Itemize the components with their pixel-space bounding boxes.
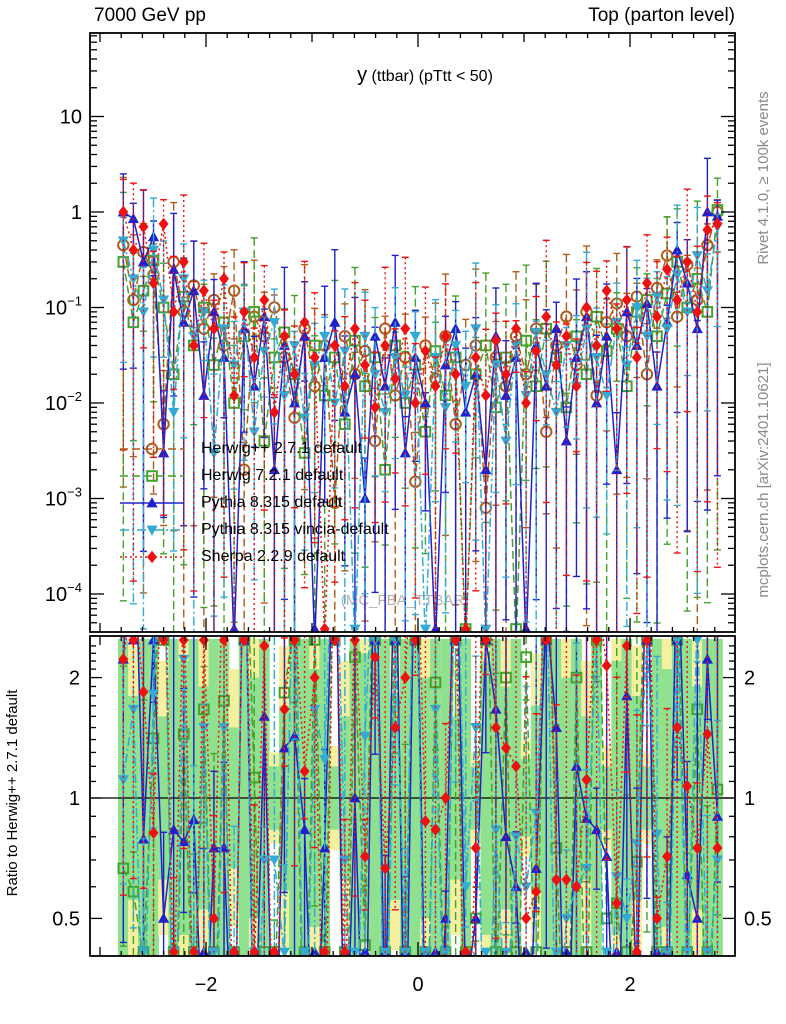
ratio-tick-label-right: 2 <box>744 668 755 690</box>
legend-label: Herwig++ 2.7.1 default <box>201 439 362 457</box>
y-tick-label: 1 <box>71 202 82 224</box>
legend-marker-square-open <box>120 469 184 482</box>
y-tick-label: 10−3 <box>45 485 82 511</box>
plot-title: y (ttbar) (pTtt < 50) <box>357 64 493 87</box>
ratio-axis-label: Ratio to Herwig++ 2.7.1 default <box>4 689 21 897</box>
ratio-tick-label-left: 1 <box>69 788 80 810</box>
x-tick-label: 2 <box>624 974 635 996</box>
side-note-rivet: Rivet 4.1.0, ≥ 100k events <box>755 91 772 264</box>
x-tick-label: −2 <box>195 974 218 996</box>
legend-label: Herwig 7.2.1 default <box>201 466 344 484</box>
header-beam: 7000 GeV pp <box>94 5 206 26</box>
legend-item: Sherpa 2.2.9 default <box>120 543 345 570</box>
ratio-tick-label-left: 2 <box>69 668 80 690</box>
y-tick-label: 10−1 <box>45 294 82 320</box>
legend-marker-circle-open <box>120 442 184 455</box>
series-ratio-sherpa-2-2-9-default <box>118 636 723 956</box>
legend-item: Herwig++ 2.7.1 default <box>120 435 362 462</box>
legend-item: Pythia 8.315 default <box>120 489 342 516</box>
main-panel-frame <box>89 32 736 633</box>
legend-marker-diamond <box>120 550 184 563</box>
legend-marker-triangle-down <box>120 525 184 536</box>
legend-item: Herwig 7.2.1 default <box>120 462 343 489</box>
axis-ticks <box>90 33 735 956</box>
series-main-sherpa-2-2-9-default <box>118 178 723 632</box>
ratio-tick-label-right: 1 <box>744 788 755 810</box>
legend-item: Pythia 8.315 vincia-default <box>120 516 389 543</box>
legend-marker-triangle-up <box>120 496 184 507</box>
legend-label: Pythia 8.315 default <box>201 493 343 511</box>
y-tick-label: 10−4 <box>45 580 82 606</box>
side-note-mcplots: mcplots.cern.ch [arXiv:2401.10621] <box>755 362 772 597</box>
header-process: Top (parton level) <box>588 5 735 26</box>
plot-title-cuts: (ttbar) (pTtt < 50) <box>367 68 493 85</box>
legend-label: Pythia 8.315 vincia-default <box>201 520 389 538</box>
ratio-tick-label-right: 0.5 <box>744 908 772 930</box>
x-tick-label: 0 <box>412 974 423 996</box>
y-tick-label: 10−2 <box>45 389 82 415</box>
plot-title-observable: y <box>357 64 368 86</box>
legend-label: Sherpa 2.2.9 default <box>201 547 346 565</box>
y-tick-label: 10 <box>60 107 82 129</box>
ratio-tick-label-left: 0.5 <box>52 908 80 930</box>
ratio-panel-frame <box>89 635 736 957</box>
